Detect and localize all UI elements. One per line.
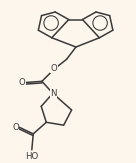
Text: O: O [18, 78, 25, 87]
Text: O: O [12, 123, 19, 132]
Text: O: O [51, 64, 58, 73]
Text: HO: HO [25, 152, 38, 161]
Text: N: N [50, 89, 57, 98]
